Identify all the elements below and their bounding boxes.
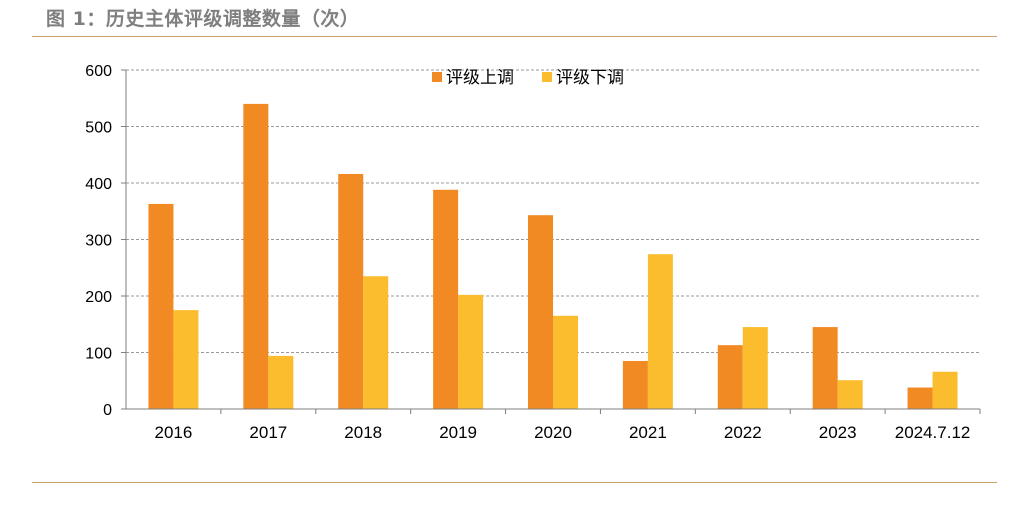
bar-downgrade-2023	[837, 380, 863, 409]
x-tick-label: 2016	[155, 423, 193, 442]
legend-swatch-downgrade	[542, 72, 552, 82]
bar-upgrade-2017	[243, 103, 269, 410]
bar-upgrade-2018	[338, 173, 364, 409]
y-tick-label: 0	[103, 402, 112, 419]
bar-downgrade-2021	[647, 254, 673, 409]
bar-upgrade-2024.7.12	[907, 387, 933, 409]
x-tick-label: 2024.7.12	[895, 423, 971, 442]
bar-upgrade-2022	[717, 345, 743, 409]
y-tick-label: 600	[85, 63, 112, 80]
bar-upgrade-2016	[148, 203, 174, 409]
legend-label-downgrade: 评级下调	[556, 68, 624, 88]
x-tick-label: 2020	[534, 423, 572, 442]
bar-downgrade-2019	[458, 294, 484, 409]
figure-title: 图 1：历史主体评级调整数量（次）	[46, 8, 360, 30]
bar-upgrade-2023	[812, 327, 838, 409]
bar-upgrade-2019	[433, 189, 459, 409]
y-tick-label: 400	[85, 176, 112, 193]
x-tick-label: 2018	[344, 423, 382, 442]
y-tick-labels: 0 100 200 300 400 500 600	[85, 63, 112, 419]
bar-downgrade-2022	[742, 327, 768, 409]
x-tick-label: 2023	[819, 423, 857, 442]
x-tick-labels: 2016 2017 2018 2019 2020 2021 2022 2023 2024.7.1…	[155, 423, 971, 442]
y-tick-label: 300	[85, 233, 112, 250]
bar-upgrade-2020	[528, 215, 553, 409]
bottom-divider	[32, 482, 997, 483]
x-tick-label: 2022	[724, 423, 762, 442]
x-tick-label: 2019	[439, 423, 477, 442]
top-divider	[32, 36, 997, 37]
x-tick-label: 2021	[629, 423, 667, 442]
y-tick-label: 100	[85, 346, 112, 363]
bars	[148, 103, 958, 410]
legend-swatch-upgrade	[432, 72, 442, 82]
bar-downgrade-2024.7.12	[932, 371, 958, 409]
bar-downgrade-2017	[268, 355, 294, 409]
legend: 评级上调 评级下调	[432, 68, 624, 88]
bar-downgrade-2016	[173, 310, 199, 409]
bar-downgrade-2020	[553, 315, 578, 409]
y-tick-label: 200	[85, 289, 112, 306]
bar-downgrade-2018	[363, 276, 389, 409]
y-tick-label: 500	[85, 120, 112, 137]
bar-upgrade-2021	[622, 360, 648, 409]
axes	[121, 69, 981, 414]
legend-label-upgrade: 评级上调	[446, 68, 514, 88]
x-tick-label: 2017	[249, 423, 287, 442]
